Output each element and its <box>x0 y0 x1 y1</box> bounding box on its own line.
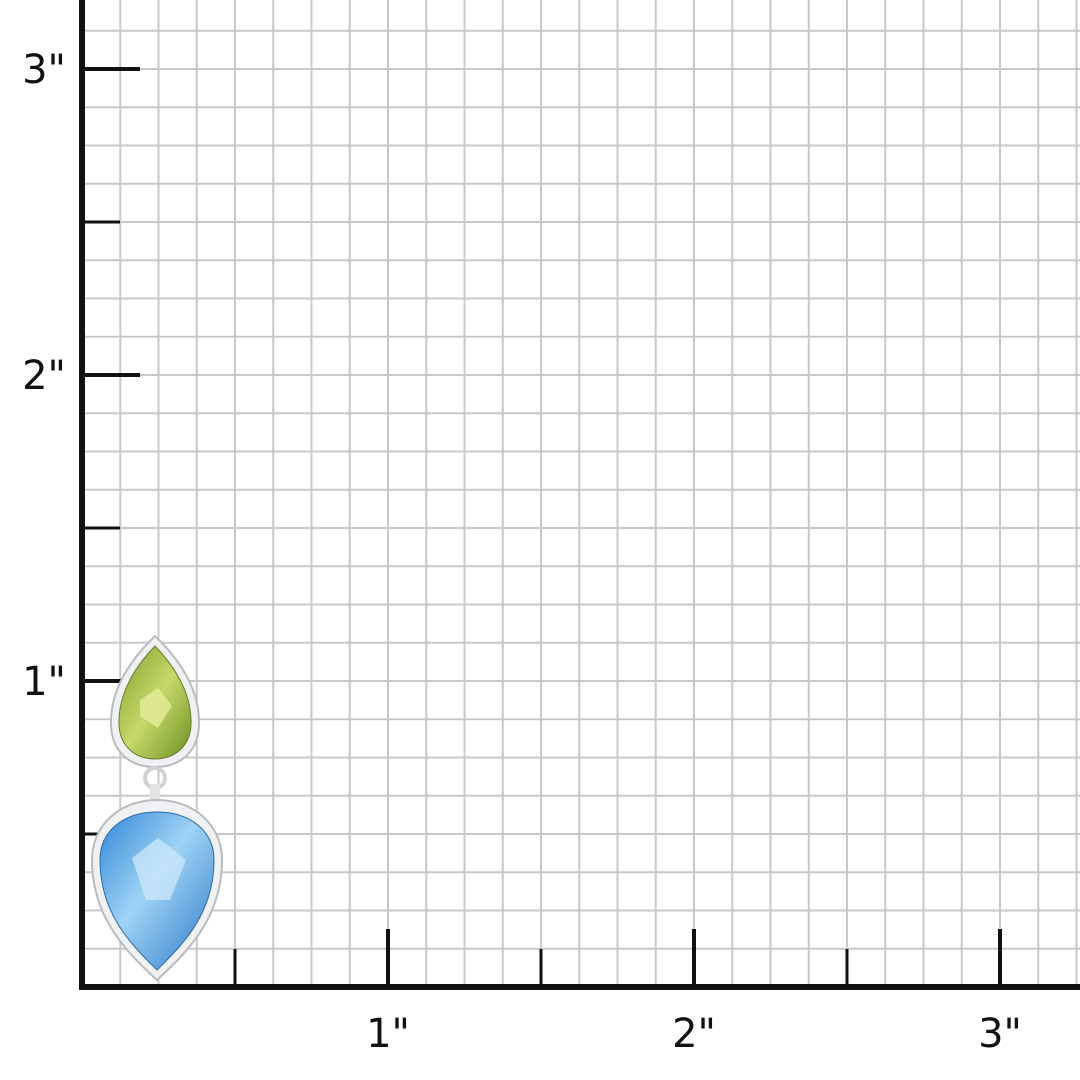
grid-lines <box>82 0 1080 987</box>
y-tick-label: 2" <box>22 353 66 399</box>
blue-topaz-gem <box>90 798 224 982</box>
x-tick-label: 2" <box>672 1011 716 1057</box>
y-tick-label: 1" <box>22 659 66 705</box>
x-tick-label: 3" <box>978 1011 1022 1057</box>
x-tick-label: 1" <box>366 1011 410 1057</box>
y-tick-label: 3" <box>22 47 66 93</box>
bail-link <box>143 766 167 800</box>
axes: 1" 1" 2" 2" 3" 3" <box>22 0 1080 1057</box>
earring <box>90 634 224 982</box>
peridot-gem <box>109 634 201 769</box>
